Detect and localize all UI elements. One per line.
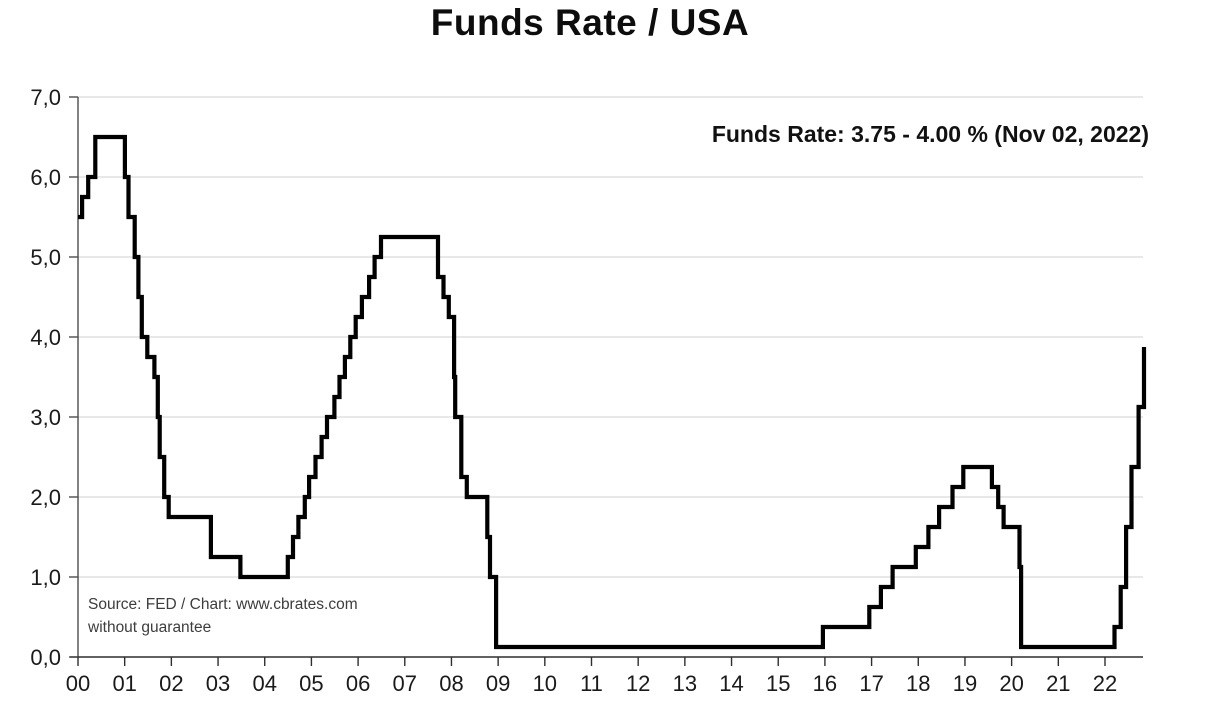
x-tick-label: 17 — [859, 671, 883, 696]
x-tick-label: 13 — [673, 671, 697, 696]
x-tick-label: 02 — [159, 671, 183, 696]
y-tick-label: 5,0 — [30, 245, 61, 270]
x-tick-label: 03 — [206, 671, 230, 696]
x-tick-label: 06 — [346, 671, 370, 696]
x-tick-label: 16 — [813, 671, 837, 696]
source-line-1: Source: FED / Chart: www.cbrates.com — [88, 596, 358, 613]
y-tick-label: 6,0 — [30, 165, 61, 190]
y-tick-label: 3,0 — [30, 405, 61, 430]
x-tick-label: 09 — [486, 671, 510, 696]
funds-rate-step-line — [78, 134, 1147, 650]
x-tick-label: 18 — [906, 671, 930, 696]
x-tick-label: 04 — [252, 671, 276, 696]
x-tick-label: 10 — [533, 671, 557, 696]
x-tick-label: 19 — [953, 671, 977, 696]
x-tick-label: 15 — [766, 671, 790, 696]
x-tick-label: 22 — [1093, 671, 1117, 696]
x-tick-label: 11 — [580, 671, 603, 696]
x-tick-label: 14 — [719, 671, 743, 696]
current-rate-annotation: Funds Rate: 3.75 - 4.00 % (Nov 02, 2022) — [711, 121, 1149, 147]
y-tick-label: 1,0 — [30, 565, 61, 590]
x-tick-label: 05 — [299, 671, 323, 696]
y-tick-label: 0,0 — [30, 645, 61, 670]
x-tick-label: 00 — [66, 671, 90, 696]
x-tick-label: 20 — [999, 671, 1023, 696]
y-tick-label: 7,0 — [30, 85, 61, 110]
x-tick-label: 12 — [626, 671, 650, 696]
y-tick-label: 4,0 — [30, 325, 61, 350]
source-note: Source: FED / Chart: www.cbrates.com wit… — [88, 593, 358, 639]
x-tick-label: 08 — [439, 671, 463, 696]
x-tick-label: 21 — [1046, 671, 1070, 696]
x-tick-label: 07 — [393, 671, 417, 696]
x-tick-label: 01 — [112, 671, 136, 696]
chart-title: Funds Rate / USA — [430, 2, 750, 43]
source-line-2: without guarantee — [88, 619, 212, 636]
y-tick-label: 2,0 — [30, 485, 61, 510]
